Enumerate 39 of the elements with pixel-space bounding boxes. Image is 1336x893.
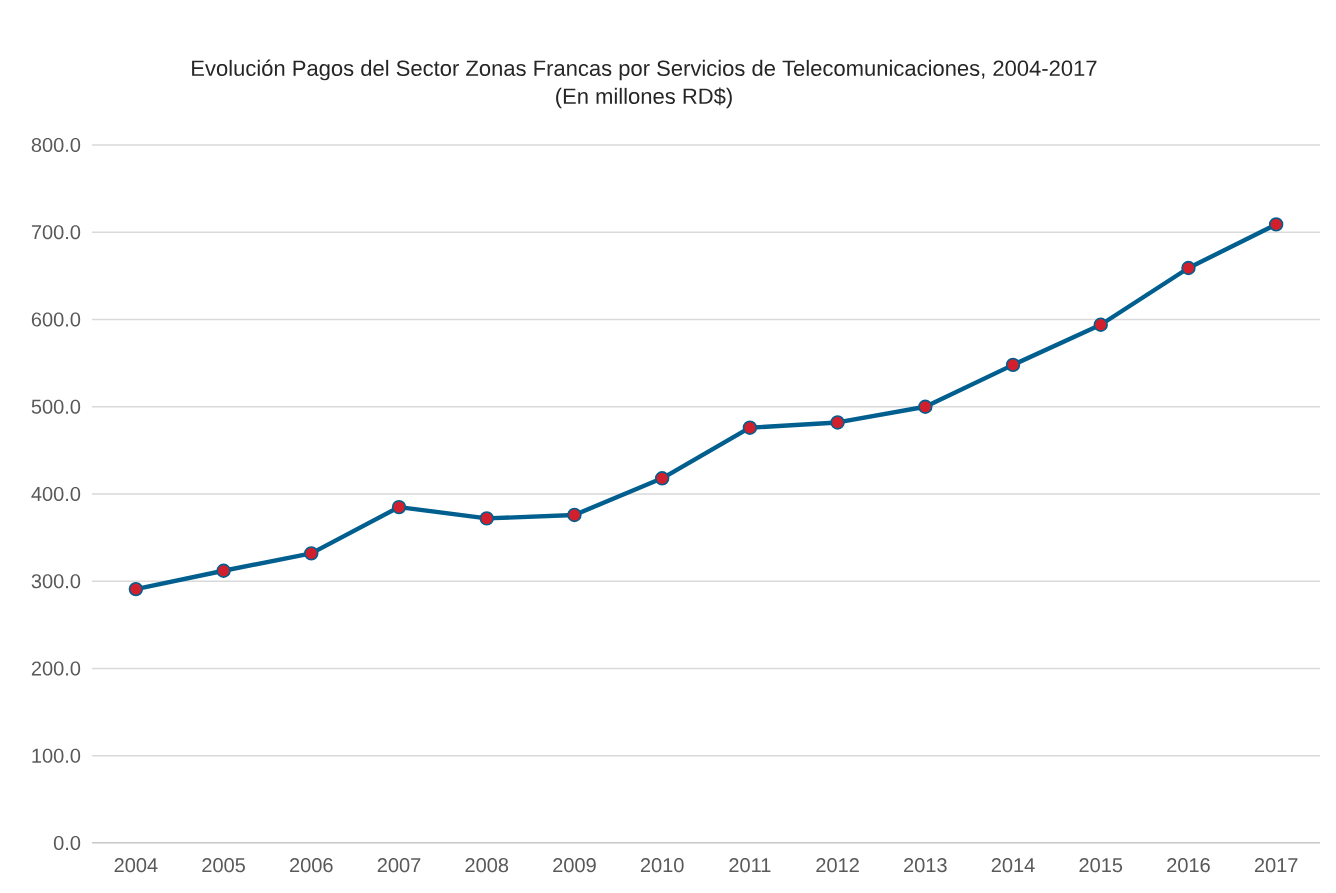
x-tick-label: 2014: [991, 858, 1035, 873]
point: [654, 471, 670, 486]
chart-title: Evolución Pagos del Sector Zonas Francas por Servicios de Telecomunicaciones, 2004-2017: [192, 59, 1097, 81]
x-tick-label: 2016: [1167, 858, 1210, 873]
x-tick-label: 2012: [816, 858, 859, 873]
y-tick-label: 800.0: [31, 137, 81, 153]
point: [742, 420, 758, 435]
x-tick-label: 2005: [202, 858, 245, 873]
point: [1181, 260, 1196, 276]
x-tick-label: 2008: [465, 858, 509, 873]
y-tick-label: 100.0: [32, 748, 81, 763]
y-tick-label: 400.0: [31, 486, 81, 502]
y-tick-label: 200.0: [31, 661, 81, 676]
x-tick-label: 2015: [1079, 858, 1123, 873]
y-tick-label: 700.0: [31, 225, 81, 240]
point: [1268, 217, 1284, 232]
point: [1005, 357, 1021, 373]
x-tick-label: 2011: [729, 858, 771, 873]
x-tick-label: 2006: [290, 858, 333, 873]
x-tick-label: 2013: [904, 858, 947, 873]
x-tick-label: 2004: [114, 858, 158, 873]
y-tick-label: 300.0: [31, 574, 81, 589]
point: [216, 563, 231, 578]
point: [918, 399, 933, 414]
point: [128, 581, 144, 597]
point: [830, 415, 845, 430]
x-tick-label: 2017: [1254, 858, 1298, 873]
point: [567, 507, 582, 523]
x-tick-label: 2010: [640, 858, 684, 873]
point: [1093, 317, 1108, 332]
y-tick-label: 600.0: [31, 312, 81, 327]
point: [391, 499, 407, 515]
point: [304, 546, 319, 561]
point: [479, 511, 494, 526]
chart-subtitle: (En millones RD$): [556, 87, 732, 109]
y-tick-label: 0.0: [53, 835, 81, 851]
x-tick-label: 2009: [553, 858, 596, 873]
y-tick-label: 500.0: [31, 399, 81, 414]
x-tick-label: 2007: [377, 858, 421, 873]
